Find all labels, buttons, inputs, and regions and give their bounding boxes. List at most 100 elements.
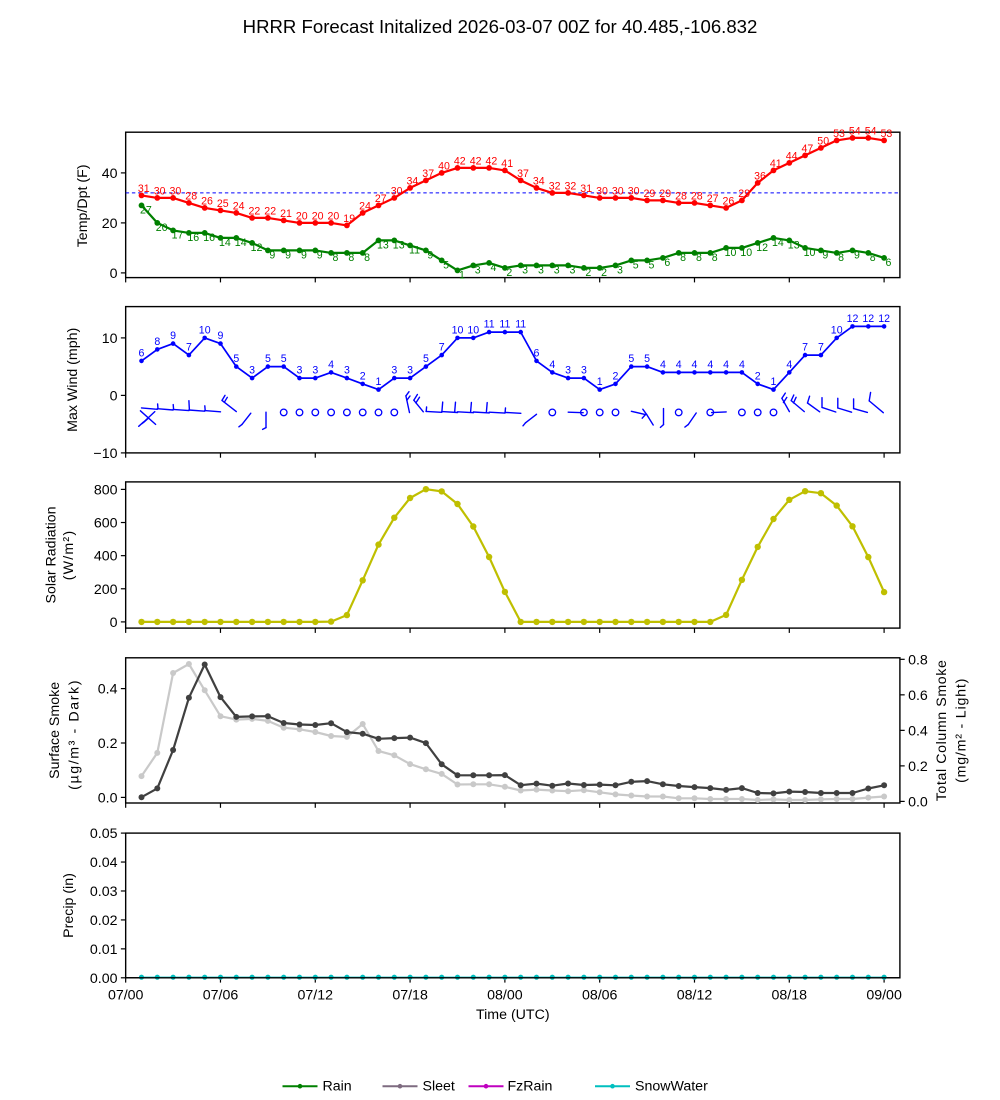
svg-text:3: 3 <box>522 264 528 276</box>
svg-text:6: 6 <box>534 347 540 359</box>
svg-text:3: 3 <box>581 365 587 377</box>
svg-text:28: 28 <box>185 190 197 202</box>
svg-text:1: 1 <box>459 269 465 281</box>
svg-text:30: 30 <box>391 185 403 197</box>
svg-text:4: 4 <box>739 359 745 371</box>
svg-text:10: 10 <box>467 324 479 336</box>
svg-text:4: 4 <box>707 359 713 371</box>
svg-text:3: 3 <box>407 365 413 377</box>
svg-text:Temp/Dpt (F): Temp/Dpt (F) <box>75 165 91 248</box>
svg-text:0.2: 0.2 <box>908 759 928 775</box>
svg-text:30: 30 <box>596 185 608 197</box>
svg-text:(W/m²): (W/m²) <box>61 530 77 581</box>
svg-text:3: 3 <box>617 264 623 276</box>
svg-text:3: 3 <box>391 365 397 377</box>
svg-text:12: 12 <box>756 242 768 254</box>
svg-text:FzRain: FzRain <box>508 1079 553 1095</box>
svg-text:0: 0 <box>110 266 118 282</box>
svg-text:7: 7 <box>439 342 445 354</box>
svg-text:Solar Radiation: Solar Radiation <box>44 506 60 603</box>
svg-text:4: 4 <box>786 359 792 371</box>
svg-text:12: 12 <box>878 313 890 325</box>
svg-text:27: 27 <box>375 193 387 205</box>
svg-text:3: 3 <box>297 365 303 377</box>
svg-text:31: 31 <box>580 183 592 195</box>
svg-text:08/00: 08/00 <box>487 988 523 1004</box>
svg-text:0.04: 0.04 <box>90 855 118 871</box>
svg-text:Surface Smoke: Surface Smoke <box>47 682 63 779</box>
svg-text:11: 11 <box>484 319 495 331</box>
svg-text:24: 24 <box>233 200 245 212</box>
svg-text:54: 54 <box>849 125 861 137</box>
svg-text:29: 29 <box>738 188 750 200</box>
svg-text:08/18: 08/18 <box>772 988 808 1004</box>
svg-text:8: 8 <box>348 252 354 264</box>
svg-text:7: 7 <box>818 342 824 354</box>
svg-text:13: 13 <box>377 239 389 251</box>
svg-text:20: 20 <box>328 210 340 222</box>
svg-text:13: 13 <box>393 239 405 251</box>
svg-text:Max Wind (mph): Max Wind (mph) <box>65 328 81 432</box>
svg-text:10: 10 <box>725 247 737 259</box>
svg-text:11: 11 <box>515 319 526 331</box>
svg-text:8: 8 <box>154 336 160 348</box>
svg-text:0.03: 0.03 <box>90 884 118 900</box>
svg-text:6: 6 <box>139 347 145 359</box>
svg-text:0.8: 0.8 <box>908 652 928 668</box>
svg-text:HRRR Forecast Initalized 2026-: HRRR Forecast Initalized 2026-03-07 00Z … <box>243 16 758 37</box>
svg-text:28: 28 <box>691 190 703 202</box>
svg-text:09/00: 09/00 <box>866 988 902 1004</box>
svg-text:1: 1 <box>597 376 603 388</box>
svg-text:34: 34 <box>407 175 419 187</box>
svg-text:20: 20 <box>296 210 308 222</box>
svg-text:40: 40 <box>102 166 118 182</box>
svg-text:1: 1 <box>376 376 382 388</box>
svg-text:0.02: 0.02 <box>90 913 118 929</box>
svg-text:10: 10 <box>452 324 464 336</box>
svg-text:8: 8 <box>680 252 686 264</box>
svg-text:2: 2 <box>585 267 591 279</box>
svg-text:07/18: 07/18 <box>392 988 428 1004</box>
svg-text:30: 30 <box>628 185 640 197</box>
svg-text:14: 14 <box>235 237 247 249</box>
svg-text:9: 9 <box>285 249 291 261</box>
svg-text:3: 3 <box>538 264 544 276</box>
svg-text:3: 3 <box>565 365 571 377</box>
svg-text:5: 5 <box>423 353 429 365</box>
svg-text:07/00: 07/00 <box>108 988 144 1004</box>
svg-text:SnowWater: SnowWater <box>635 1079 708 1095</box>
svg-text:800: 800 <box>94 482 118 498</box>
svg-text:5: 5 <box>644 353 650 365</box>
svg-text:9: 9 <box>269 249 275 261</box>
svg-text:31: 31 <box>138 183 150 195</box>
svg-text:29: 29 <box>644 188 656 200</box>
svg-text:19: 19 <box>343 213 355 225</box>
svg-text:20: 20 <box>156 222 168 234</box>
svg-text:16: 16 <box>203 232 215 244</box>
svg-text:0.05: 0.05 <box>90 826 118 842</box>
svg-text:30: 30 <box>612 185 624 197</box>
svg-text:22: 22 <box>264 205 276 217</box>
svg-text:42: 42 <box>470 155 482 167</box>
svg-text:3: 3 <box>312 365 318 377</box>
svg-text:−10: −10 <box>93 446 117 462</box>
svg-text:27: 27 <box>707 193 719 205</box>
svg-text:Total Column Smoke: Total Column Smoke <box>934 660 950 802</box>
svg-text:42: 42 <box>486 155 498 167</box>
svg-text:8: 8 <box>333 252 339 264</box>
svg-text:4: 4 <box>723 359 729 371</box>
svg-text:9: 9 <box>218 330 224 342</box>
svg-text:3: 3 <box>249 365 255 377</box>
svg-text:36: 36 <box>754 170 766 182</box>
svg-text:30: 30 <box>154 185 166 197</box>
svg-text:8: 8 <box>696 252 702 264</box>
svg-text:26: 26 <box>723 195 735 207</box>
svg-text:47: 47 <box>802 143 814 155</box>
svg-text:0.0: 0.0 <box>98 790 118 806</box>
svg-text:22: 22 <box>249 205 261 217</box>
svg-text:07/06: 07/06 <box>203 988 239 1004</box>
svg-text:11: 11 <box>409 244 420 256</box>
svg-text:0.2: 0.2 <box>98 736 118 752</box>
svg-text:8: 8 <box>712 252 718 264</box>
svg-text:10: 10 <box>102 331 118 347</box>
